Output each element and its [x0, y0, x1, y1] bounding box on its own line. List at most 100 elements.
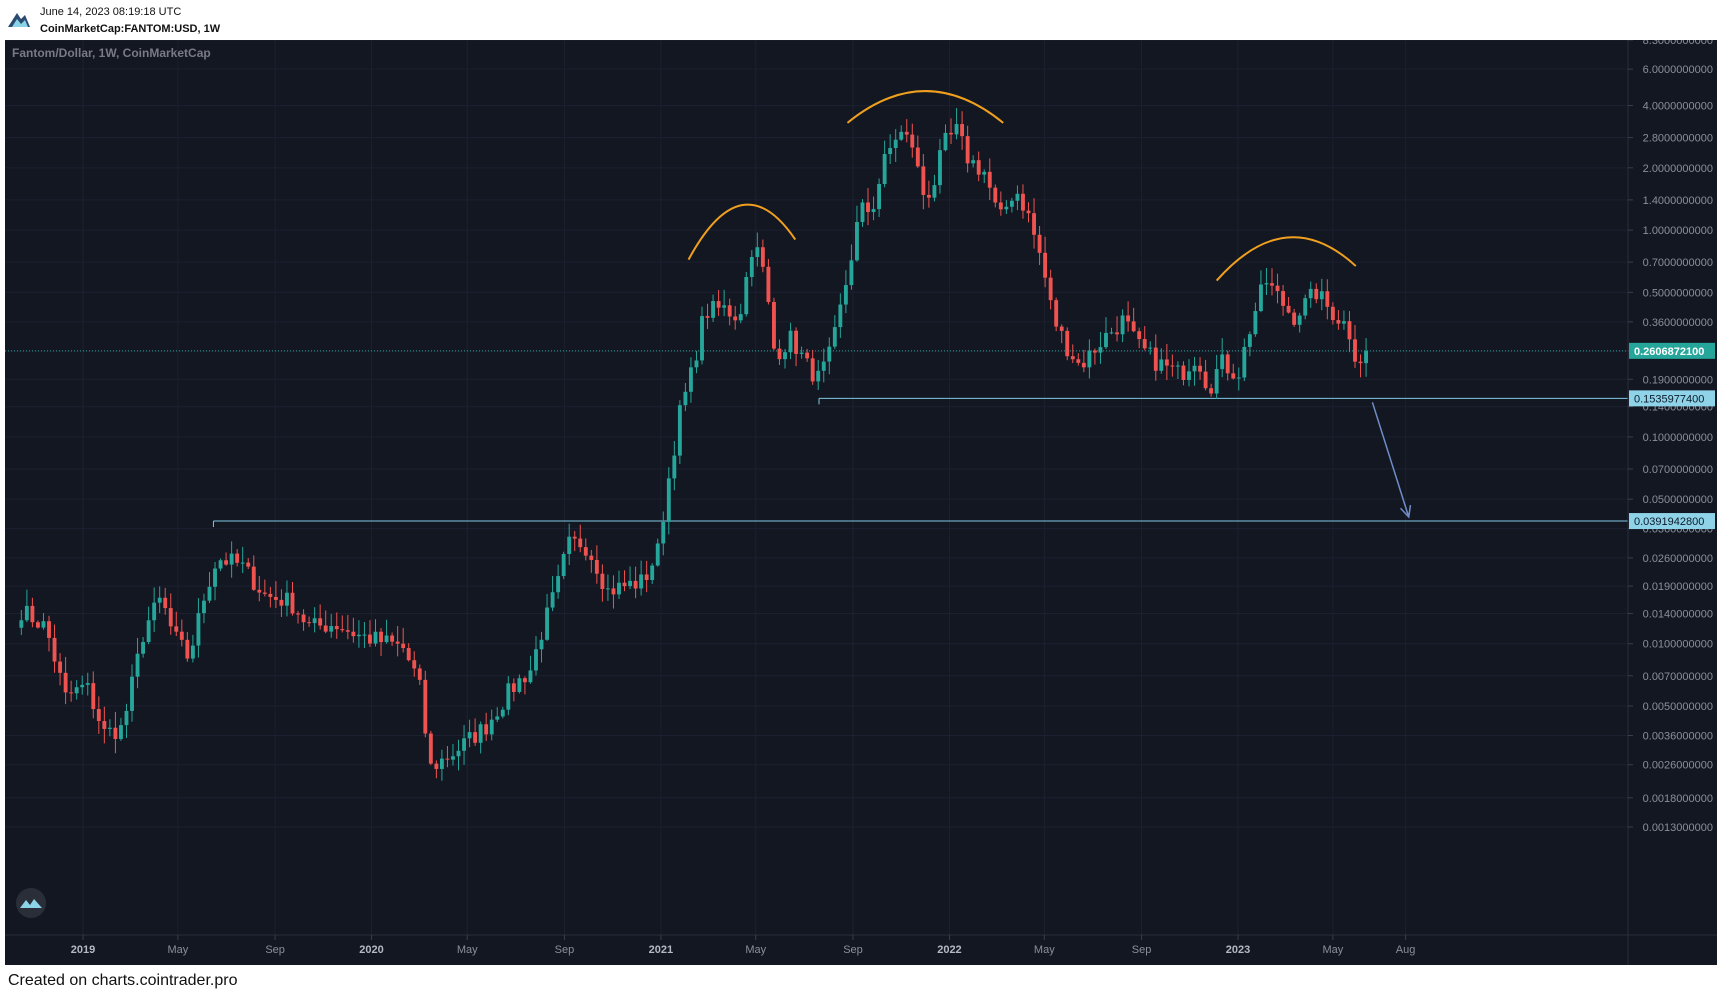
candle-down: [766, 266, 771, 302]
candle-down: [47, 621, 51, 638]
candle-up: [384, 635, 389, 643]
candle-up: [1253, 311, 1258, 335]
candle-down: [772, 301, 776, 349]
candle-down: [417, 668, 422, 680]
candle-up: [932, 185, 937, 198]
candle-up: [893, 139, 898, 149]
x-tick-label: May: [167, 944, 188, 956]
candle-down: [993, 187, 998, 203]
candle-up: [451, 756, 455, 760]
candle-down: [760, 247, 765, 267]
candle-up: [539, 639, 544, 650]
candle-up: [240, 562, 245, 564]
candle-up: [545, 607, 549, 640]
x-tick-label: Sep: [555, 944, 575, 956]
candle-up: [827, 346, 832, 362]
candle-down: [401, 643, 406, 649]
candle-down: [1026, 210, 1031, 214]
chart-background: [5, 40, 1717, 965]
candle-up: [1187, 371, 1191, 380]
candle-up: [152, 602, 157, 621]
y-tick-label: 0.7000000000: [1643, 257, 1713, 269]
candle-up: [362, 634, 367, 636]
candle-up: [1214, 369, 1219, 394]
arc-right-shoulder: [1215, 236, 1357, 282]
y-tick-label: 2.8000000000: [1643, 133, 1713, 145]
candle-down: [805, 352, 810, 359]
candle-down: [1081, 362, 1086, 368]
x-tick-label: Sep: [265, 944, 285, 956]
candle-down: [705, 316, 710, 318]
candle-up: [683, 391, 688, 406]
candle-down: [600, 573, 605, 589]
candle-down: [301, 614, 306, 623]
price-chart[interactable]: 8.3000000000 6.0000000000 4.0000000000 2.80…: [5, 40, 1717, 965]
candle-up: [467, 732, 472, 739]
candle-up: [1015, 193, 1020, 201]
chart-settings-icon[interactable]: [16, 888, 46, 918]
candle-down: [904, 131, 909, 135]
level-tag-label: 0.0391942800: [1634, 516, 1704, 528]
candle-down: [340, 629, 345, 631]
candle-down: [163, 597, 168, 609]
projection-arrow-line: [1371, 402, 1410, 518]
candle-up: [617, 582, 621, 595]
y-tick-label: 0.0036000000: [1643, 731, 1713, 743]
x-tick-label: 2022: [937, 944, 961, 956]
candle-down: [58, 661, 63, 673]
candle-up: [677, 405, 682, 456]
y-tick-label: 0.1900000000: [1643, 374, 1713, 386]
candle-up: [107, 727, 112, 729]
candle-down: [998, 202, 1003, 210]
candle-down: [1059, 326, 1064, 331]
candle-up: [888, 148, 893, 155]
y-tick-label: 0.0140000000: [1643, 609, 1713, 621]
candle-up: [1364, 350, 1369, 364]
candle-down: [368, 634, 372, 644]
candle-down: [1292, 312, 1297, 325]
candle-down: [251, 566, 256, 590]
candle-down: [296, 613, 300, 615]
candle-down: [434, 763, 439, 769]
candle-up: [832, 327, 837, 347]
candle-up: [938, 150, 942, 186]
candle-up: [849, 260, 854, 286]
candle-down: [290, 592, 295, 614]
candle-down: [91, 683, 96, 710]
candle-up: [843, 285, 848, 305]
cointrader-logo-icon: [8, 13, 30, 27]
y-tick-label: 0.0050000000: [1643, 701, 1713, 713]
candle-down: [1330, 306, 1335, 321]
candle-up: [561, 554, 566, 577]
candle-down: [473, 732, 478, 743]
candle-up: [1004, 206, 1009, 210]
level-tag: [1629, 390, 1715, 407]
candle-up: [146, 620, 151, 643]
candle-up: [85, 683, 90, 685]
candles: [19, 107, 1369, 781]
candle-down: [1142, 339, 1147, 349]
candle-up: [478, 724, 483, 743]
candle-up: [462, 738, 466, 751]
candle-down: [1353, 339, 1357, 362]
candle-down: [1281, 291, 1285, 306]
candle-up: [41, 621, 46, 628]
candle-down: [1286, 305, 1291, 313]
candle-down: [423, 679, 428, 734]
y-tick-label: 0.0500000000: [1643, 494, 1713, 506]
candle-up: [799, 352, 804, 354]
x-tick-label: Sep: [843, 944, 863, 956]
candle-up: [196, 613, 201, 646]
candle-down: [594, 559, 599, 574]
x-tick-label: May: [745, 944, 766, 956]
candle-down: [1347, 321, 1352, 340]
x-tick-label: 2023: [1226, 944, 1250, 956]
candle-down: [1209, 388, 1214, 394]
candle-up: [655, 543, 660, 566]
candle-down: [246, 562, 251, 567]
candle-up: [700, 316, 704, 361]
y-tick-label: 0.0260000000: [1643, 553, 1713, 565]
candle-down: [273, 596, 278, 600]
candle-down: [174, 626, 179, 632]
candle-down: [716, 301, 721, 308]
